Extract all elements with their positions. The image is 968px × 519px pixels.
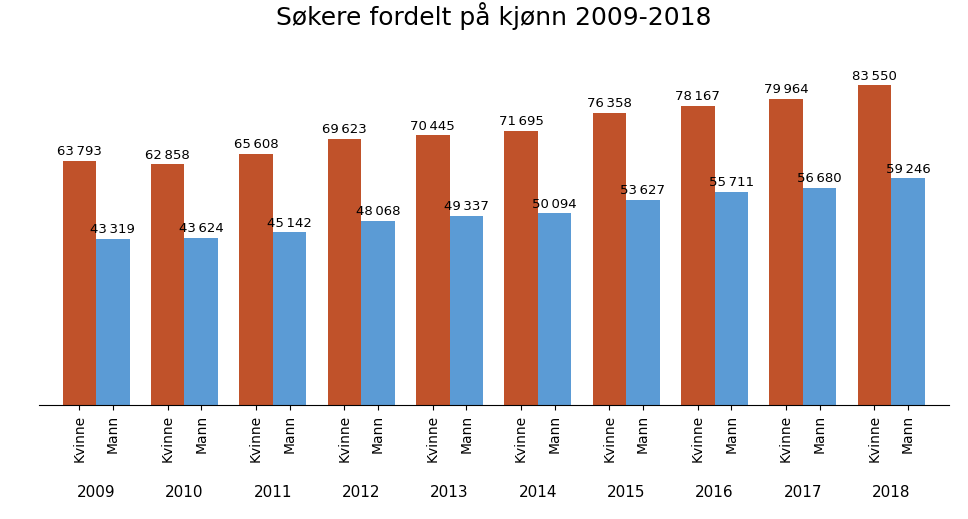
Text: 50 094: 50 094 bbox=[532, 198, 577, 211]
Bar bbox=[892, 178, 924, 405]
Bar bbox=[327, 139, 361, 405]
Bar bbox=[538, 213, 571, 405]
Bar bbox=[416, 135, 449, 405]
Text: 48 068: 48 068 bbox=[355, 206, 400, 218]
Text: 56 680: 56 680 bbox=[798, 172, 842, 185]
Text: 2018: 2018 bbox=[872, 485, 911, 500]
Bar bbox=[449, 216, 483, 405]
Text: 83 550: 83 550 bbox=[852, 70, 897, 83]
Bar bbox=[361, 221, 395, 405]
Text: 70 445: 70 445 bbox=[410, 120, 455, 133]
Text: 49 337: 49 337 bbox=[444, 200, 489, 213]
Text: 2009: 2009 bbox=[76, 485, 115, 500]
Text: 43 319: 43 319 bbox=[90, 224, 136, 237]
Bar bbox=[185, 238, 218, 405]
Title: Søkere fordelt på kjønn 2009-2018: Søkere fordelt på kjønn 2009-2018 bbox=[276, 2, 711, 30]
Bar bbox=[96, 239, 130, 405]
Text: 55 711: 55 711 bbox=[709, 176, 754, 189]
Text: 76 358: 76 358 bbox=[587, 97, 632, 110]
Text: 62 858: 62 858 bbox=[145, 149, 190, 162]
Bar bbox=[681, 106, 714, 405]
Text: 2014: 2014 bbox=[519, 485, 558, 500]
Text: 71 695: 71 695 bbox=[499, 115, 543, 128]
Bar bbox=[770, 99, 802, 405]
Bar bbox=[802, 188, 836, 405]
Bar bbox=[714, 192, 748, 405]
Bar bbox=[151, 165, 185, 405]
Text: 2012: 2012 bbox=[342, 485, 380, 500]
Bar bbox=[626, 200, 660, 405]
Text: 63 793: 63 793 bbox=[57, 145, 102, 158]
Text: 2016: 2016 bbox=[695, 485, 734, 500]
Text: 43 624: 43 624 bbox=[179, 222, 224, 235]
Bar bbox=[63, 161, 96, 405]
Text: 2015: 2015 bbox=[607, 485, 646, 500]
Text: 79 964: 79 964 bbox=[764, 84, 808, 97]
Bar bbox=[592, 113, 626, 405]
Bar bbox=[239, 154, 273, 405]
Text: 2011: 2011 bbox=[254, 485, 292, 500]
Text: 69 623: 69 623 bbox=[322, 123, 367, 136]
Text: 65 608: 65 608 bbox=[233, 138, 279, 151]
Text: 53 627: 53 627 bbox=[620, 184, 665, 197]
Text: 2017: 2017 bbox=[784, 485, 822, 500]
Text: 78 167: 78 167 bbox=[676, 90, 720, 103]
Bar bbox=[858, 85, 892, 405]
Text: 59 246: 59 246 bbox=[886, 162, 930, 175]
Bar bbox=[273, 232, 307, 405]
Text: 2010: 2010 bbox=[166, 485, 203, 500]
Text: 2013: 2013 bbox=[430, 485, 469, 500]
Bar bbox=[504, 131, 538, 405]
Text: 45 142: 45 142 bbox=[267, 216, 312, 229]
